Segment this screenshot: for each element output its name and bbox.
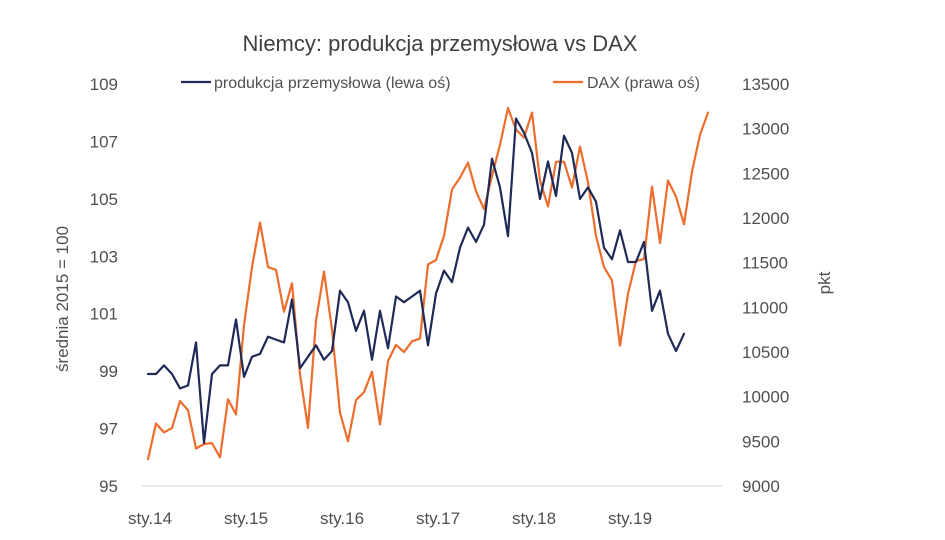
x-axis-ticks: sty.14 sty.15 sty.16 sty.17 sty.18 sty.19 [128,509,652,528]
legend-label-production: produkcja przemysłowa (lewa oś) [214,75,451,92]
series-layer [146,106,710,461]
left-tick-label: 101 [90,305,118,324]
x-tick-label: sty.15 [224,509,268,528]
legend-label-dax: DAX (prawa oś) [587,75,700,92]
series-line-production [146,117,686,444]
series-line-dax [146,106,710,461]
left-axis-label: średnia 2015 = 100 [53,226,72,372]
x-tick-label: sty.17 [416,509,460,528]
left-tick-label: 109 [90,75,118,94]
right-axis-label: pkt [815,271,834,294]
left-tick-label: 97 [99,420,118,439]
right-tick-label: 11500 [742,254,788,273]
x-tick-label: sty.16 [320,509,364,528]
right-tick-label: 11000 [742,298,788,317]
right-tick-label: 10000 [742,388,789,407]
right-axis-ticks: 9000 9500 10000 10500 11000 11500 12000 12500 13… [742,75,789,496]
right-tick-label: 9000 [742,477,780,496]
x-tick-label: sty.19 [608,509,652,528]
right-tick-label: 13500 [742,75,789,94]
right-tick-label: 12000 [742,209,789,228]
x-tick-label: sty.18 [512,509,556,528]
left-tick-label: 107 [90,132,118,151]
left-tick-label: 95 [99,477,118,496]
legend: produkcja przemysłowa (lewa oś) DAX (pra… [181,75,700,92]
chart-title: Niemcy: produkcja przemysłowa vs DAX [243,31,638,56]
left-axis-ticks: 95 97 99 101 103 105 107 109 [90,75,118,496]
left-tick-label: 105 [90,190,118,209]
left-tick-label: 103 [90,247,118,266]
right-tick-label: 9500 [742,432,780,451]
left-tick-label: 99 [99,362,118,381]
right-tick-label: 13000 [742,120,789,139]
right-tick-label: 10500 [742,343,789,362]
right-tick-label: 12500 [742,164,789,183]
x-tick-label: sty.14 [128,509,172,528]
